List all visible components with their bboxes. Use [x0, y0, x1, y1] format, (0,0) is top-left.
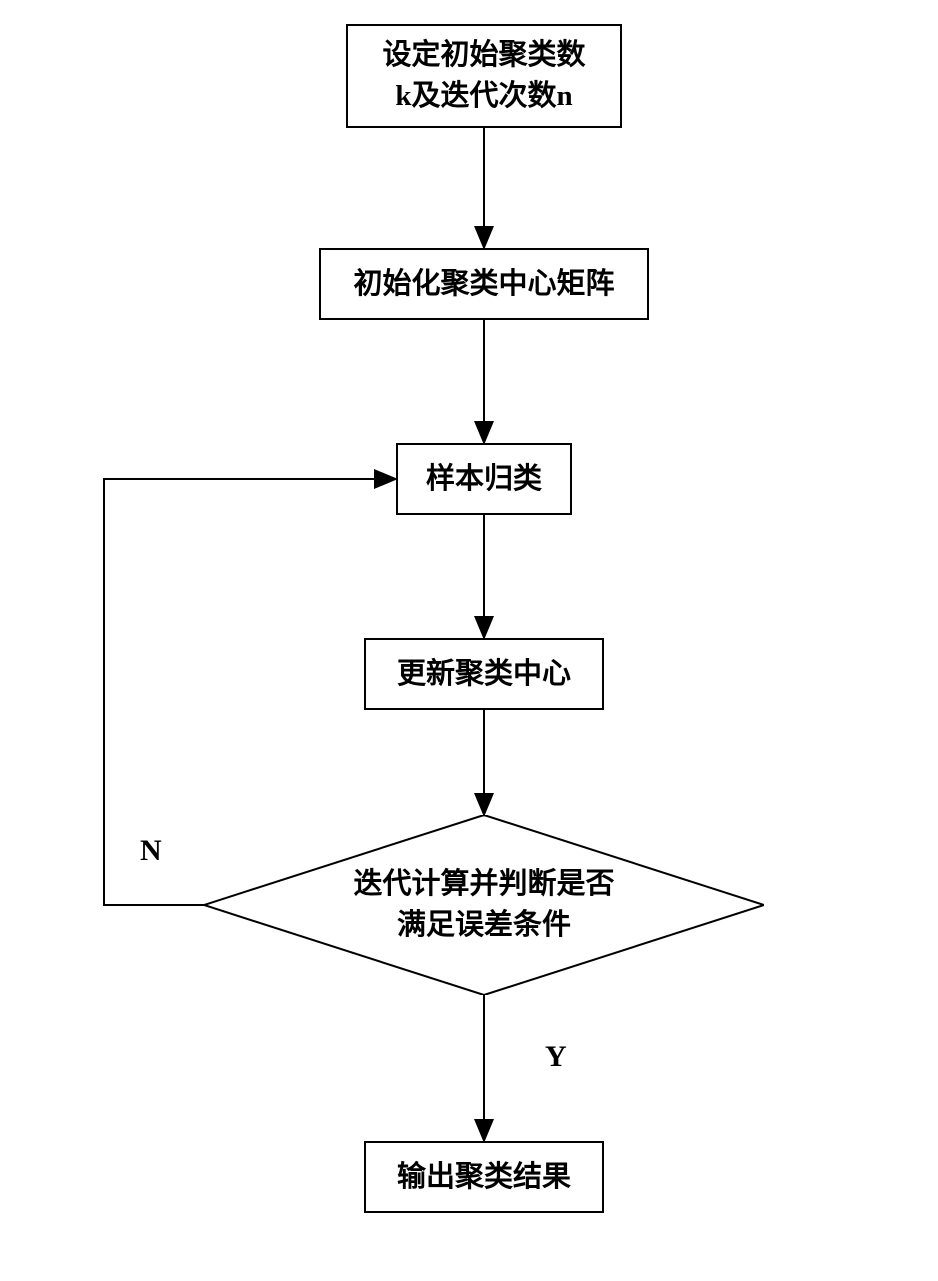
node-text: 迭代计算并判断是否: [353, 868, 614, 900]
node-output-result: 输出聚类结果: [364, 1141, 604, 1213]
node-text: 输出聚类结果: [397, 1157, 571, 1198]
node-set-initial: 设定初始聚类数 k及迭代次数n: [346, 24, 622, 128]
node-update-centroids: 更新聚类中心: [364, 638, 604, 710]
edge-label-no: N: [140, 834, 162, 868]
node-text: 样本归类: [426, 459, 542, 500]
node-text: 满足误差条件: [397, 909, 571, 941]
node-text: 更新聚类中心: [397, 654, 571, 695]
node-decision-error: 迭代计算并判断是否 满足误差条件: [204, 815, 764, 995]
node-text: k及迭代次数n: [395, 80, 572, 112]
node-init-centroids: 初始化聚类中心矩阵: [319, 248, 649, 320]
node-text: 设定初始聚类数: [382, 39, 585, 71]
node-text: 初始化聚类中心矩阵: [353, 264, 614, 305]
node-classify-samples: 样本归类: [396, 443, 572, 515]
edge-label-yes: Y: [545, 1040, 567, 1074]
